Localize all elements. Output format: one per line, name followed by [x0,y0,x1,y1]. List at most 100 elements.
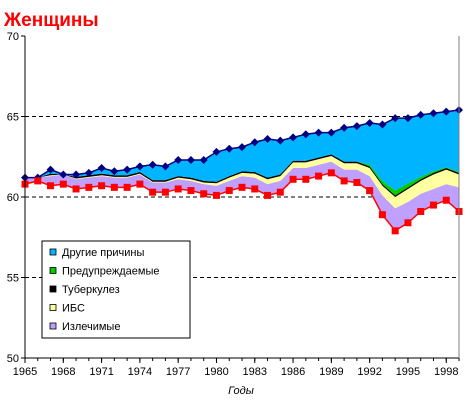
x-tick-label: 1986 [281,366,305,378]
upper-marker [250,138,259,147]
legend-swatch [49,285,57,293]
area-1 [25,161,459,231]
upper-marker [327,128,336,137]
lower-marker [404,219,412,227]
upper-marker [186,155,195,164]
lower-marker [47,182,55,190]
legend-label: Излечимые [62,321,120,333]
upper-marker [301,130,310,139]
upper-marker [391,114,400,123]
lower-marker [85,183,93,191]
upper-marker [212,147,221,156]
lower-marker [378,211,386,219]
upper-marker [276,136,285,145]
area-3 [25,154,459,197]
y-tick-label: 65 [7,112,19,124]
upper-marker [110,167,119,176]
x-tick-label: 1983 [243,366,267,378]
upper-marker [123,165,132,174]
x-tick-label: 1980 [204,366,228,378]
upper-marker [174,155,183,164]
x-tick-label: 1974 [128,366,152,378]
lower-marker [161,188,169,196]
lower-marker [429,201,437,209]
legend-label: Другие причины [62,247,144,259]
x-tick-label: 1971 [89,366,113,378]
x-tick-label: 1989 [319,366,343,378]
upper-marker [403,114,412,123]
legend-label: Туберкулез [62,284,120,296]
lower-marker [276,188,284,196]
lower-marker [174,185,182,193]
lower-marker [315,172,323,180]
legend-box [41,240,191,339]
x-tick-label: 1977 [166,366,190,378]
upper-marker [352,122,361,131]
y-tick-label: 70 [7,31,19,43]
x-axis-label: Годы [228,385,254,397]
lower-marker [353,179,361,187]
upper-marker [442,107,451,116]
lower-marker [149,188,157,196]
upper-marker [46,165,55,174]
x-tick-label: 1998 [434,366,458,378]
legend-swatch [49,267,57,274]
x-tick-label: 1992 [357,366,381,378]
lower-marker [340,177,348,185]
lower-marker [442,196,450,204]
y-tick-label: 60 [7,192,19,204]
lower-marker [59,180,67,188]
chart-title: Женщины [3,10,99,31]
y-tick-label: 50 [7,353,19,365]
lower-marker [110,183,118,191]
legend: Другие причины Предупреждаемые Туберкулез И… [41,240,191,339]
lower-marker [187,187,195,195]
upper-marker [238,143,246,152]
lower-marker [200,190,208,198]
legend-swatch [49,248,57,256]
lower-marker [34,177,42,185]
area-2 [25,155,459,209]
legend-swatch [49,304,57,311]
lower-marker [391,227,399,235]
lower-marker [417,207,425,215]
upper-marker [225,144,234,153]
upper-marker [148,160,157,169]
lower-marker [289,175,297,183]
lower-marker [238,183,246,191]
upper-marker [59,170,68,179]
x-tick-label: 1968 [51,366,75,378]
lower-marker [251,185,259,193]
lower-marker [302,175,310,183]
lower-marker [72,185,80,193]
x-tick-label: 1965 [13,366,37,378]
lower-marker [327,169,335,177]
upper-marker [289,133,298,142]
lower-marker [136,180,144,188]
upper-marker [135,162,144,171]
lower-marker [366,187,374,195]
upper-marker [84,168,93,177]
lower-marker [212,191,220,199]
upper-marker [263,135,272,144]
upper-marker [97,164,106,173]
lower-marker [264,191,272,199]
upper-marker [378,120,387,129]
upper-marker [365,118,374,127]
legend-label: ИБС [62,303,85,315]
upper-marker [416,110,425,119]
upper-marker [429,109,438,118]
lower-marker [98,182,106,190]
upper-marker [199,155,208,164]
legend-swatch [49,322,57,330]
lower-marker [123,183,131,191]
y-axis-ticks: 50 55 60 65 70 [7,31,25,365]
lower-marker [225,187,233,195]
upper-marker [314,128,323,137]
x-tick-label: 1995 [396,366,420,378]
upper-marker [340,123,349,132]
x-axis-ticks: 1965 1968 1971 1974 1977 1980 1983 1986 1989 1992… [13,358,460,378]
upper-marker [72,170,81,179]
y-tick-label: 55 [7,273,19,285]
